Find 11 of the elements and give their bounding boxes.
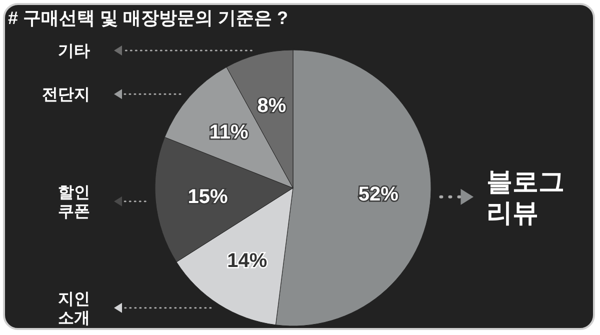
chart-title: # 구매선택 및 매장방문의 기준은 ? <box>8 8 288 28</box>
slice-label: 전단지 <box>42 86 90 104</box>
data-label: 8% <box>257 95 286 118</box>
data-label: 15% <box>188 186 228 208</box>
slice-label: 할인 쿠폰 <box>58 184 90 221</box>
data-label: 11% <box>209 121 248 144</box>
slice-label: 지인 소개 <box>58 290 90 328</box>
slice-label: 블로그 리뷰 <box>486 166 565 228</box>
slice-label: 기타 <box>58 43 90 60</box>
data-label: 52% <box>358 183 399 206</box>
data-label: 14% <box>227 250 268 272</box>
